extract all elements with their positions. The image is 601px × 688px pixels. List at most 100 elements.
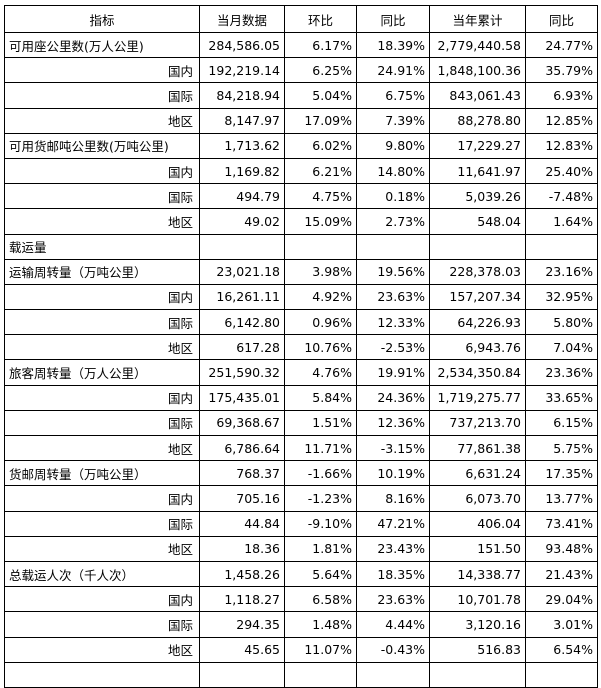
value-cell: 19.56% [356,258,430,285]
value-cell: 45.65 [199,636,285,663]
value-cell: 6,631.24 [429,460,526,487]
value-cell: 10,701.78 [429,586,526,613]
value-cell: 11.71% [284,434,357,462]
value-cell: 9.80% [356,132,430,159]
table-row [4,661,598,688]
value-cell: 18.36 [199,535,285,562]
value-cell: 2,534,350.84 [429,359,526,386]
table-row: 地区 617.28 10.76% -2.53% 6,943.76 7.04% [4,334,598,361]
value-cell: 3.98% [284,258,357,285]
empty-cell [525,233,598,260]
value-cell: 6,142.80 [199,309,285,336]
row-label: 地区 [4,208,200,235]
table-row: 国际 44.84 -9.10% 47.21% 406.04 73.41% [4,510,598,537]
value-cell: -1.66% [284,460,357,487]
value-cell: 294.35 [199,611,285,638]
table-row: 地区 49.02 15.09% 2.73% 548.04 1.64% [4,208,598,235]
value-cell: 12.33% [356,309,430,336]
value-cell: 10.19% [356,460,430,487]
value-cell: 12.36% [356,409,430,437]
value-cell: 251,590.32 [199,359,285,386]
value-cell: 494.79 [199,183,285,210]
value-cell: 33.65% [525,384,598,411]
value-cell: 1,848,100.36 [429,57,526,84]
value-cell: -3.15% [356,434,430,462]
table-row: 可用座公里数(万人公里) 284,586.05 6.17% 18.39% 2,779,4… [4,31,598,59]
empty-cell [356,233,430,260]
empty-cell [429,233,526,260]
table-row: 国内 705.16 -1.23% 8.16% 6,073.70 13.77% [4,485,598,512]
row-label: 国内 [4,283,200,311]
value-cell: 0.96% [284,309,357,336]
table-row: 地区 18.36 1.81% 23.43% 151.50 93.48% [4,535,598,562]
value-cell: 23.63% [356,283,430,311]
table-row: 国际 84,218.94 5.04% 6.75% 843,061.43 6.93% [4,82,598,109]
row-label: 可用座公里数(万人公里) [4,31,200,59]
table-row: 地区 8,147.97 17.09% 7.39% 88,278.80 12.85% [4,107,598,134]
empty-cell [284,233,357,260]
value-cell: 3,120.16 [429,611,526,638]
value-cell: 6.25% [284,57,357,84]
value-cell: -0.43% [356,636,430,663]
value-cell: 5,039.26 [429,183,526,210]
value-cell: 1,458.26 [199,560,285,588]
value-cell: 4.76% [284,359,357,386]
row-label: 国际 [4,82,200,109]
value-cell: 1.81% [284,535,357,562]
row-label: 地区 [4,636,200,663]
value-cell: 69,368.67 [199,409,285,437]
row-label: 国内 [4,586,200,613]
value-cell: 49.02 [199,208,285,235]
empty-cell [4,661,200,688]
value-cell: 84,218.94 [199,82,285,109]
value-cell: 23.16% [525,258,598,285]
value-cell: 19.91% [356,359,430,386]
value-cell: 175,435.01 [199,384,285,411]
value-cell: 406.04 [429,510,526,537]
value-cell: 11,641.97 [429,157,526,185]
value-cell: 5.64% [284,560,357,588]
table-body: 可用座公里数(万人公里) 284,586.05 6.17% 18.39% 2,779,4… [4,31,598,688]
value-cell: 6.54% [525,636,598,663]
row-label: 国际 [4,510,200,537]
value-cell: 5.75% [525,434,598,462]
value-cell: 17.35% [525,460,598,487]
row-label: 国内 [4,57,200,84]
table-row: 国际 494.79 4.75% 0.18% 5,039.26 -7.48% [4,183,598,210]
empty-cell [356,661,430,688]
value-cell: 29.04% [525,586,598,613]
row-label: 地区 [4,434,200,462]
value-cell: 6.93% [525,82,598,109]
value-cell: 705.16 [199,485,285,512]
value-cell: 2,779,440.58 [429,31,526,59]
row-label: 载运量 [4,233,200,260]
value-cell: 11.07% [284,636,357,663]
value-cell: -7.48% [525,183,598,210]
value-cell: 15.09% [284,208,357,235]
page: 指标 当月数据 环比 同比 当年累计 同比 可用座公里数(万人公里) 284,586.05 6… [4,5,598,688]
value-cell: 5.80% [525,309,598,336]
table-row: 国内 175,435.01 5.84% 24.36% 1,719,275.77 33.65… [4,384,598,411]
value-cell: 548.04 [429,208,526,235]
header-cell: 指标 [4,5,200,33]
value-cell: 10.76% [284,334,357,361]
value-cell: 7.39% [356,107,430,134]
table-row: 运输周转量（万吨公里） 23,021.18 3.98% 19.56% 228,378.0… [4,258,598,285]
value-cell: 2.73% [356,208,430,235]
value-cell: 228,378.03 [429,258,526,285]
value-cell: 23.36% [525,359,598,386]
value-cell: -1.23% [284,485,357,512]
value-cell: 157,207.34 [429,283,526,311]
value-cell: 6.58% [284,586,357,613]
value-cell: 88,278.80 [429,107,526,134]
value-cell: 1.64% [525,208,598,235]
header-cell: 同比 [525,5,598,33]
value-cell: 23,021.18 [199,258,285,285]
empty-cell [284,661,357,688]
table-row: 地区 6,786.64 11.71% -3.15% 77,861.38 5.75% [4,434,598,462]
value-cell: 1,169.82 [199,157,285,185]
row-label: 运输周转量（万吨公里） [4,258,200,285]
value-cell: 7.04% [525,334,598,361]
row-label: 国际 [4,409,200,437]
value-cell: 18.39% [356,31,430,59]
